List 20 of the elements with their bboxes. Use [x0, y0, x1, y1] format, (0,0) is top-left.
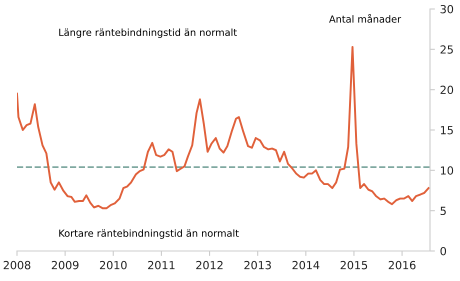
line-series	[17, 46, 430, 210]
y-tick-label: 20	[440, 86, 454, 94]
x-tick-label: 2012	[196, 260, 223, 270]
x-tick-label: 2015	[340, 260, 368, 270]
y-tick-label: 0	[440, 246, 446, 256]
y-tick-label: 10	[440, 166, 454, 175]
y-tick-label: 5	[440, 206, 446, 216]
annotation: Längre räntebindningstid än normalt	[59, 28, 237, 38]
x-tick-label: 2013	[244, 260, 271, 270]
annotation: Kortare räntebindningstid än normalt	[59, 229, 239, 239]
y-tick-label: 30	[440, 4, 454, 14]
x-tick-label: 2014	[292, 260, 320, 270]
x-tick-label: 2016	[388, 260, 416, 270]
x-tick-label: 2009	[52, 260, 78, 270]
x-tick-label: 2008	[4, 260, 30, 270]
x-tick-label: 2011	[148, 260, 175, 270]
y-axis-title: Antal månader	[329, 14, 402, 23]
x-tick-label: 2010	[100, 260, 127, 270]
y-tick-label: 15	[440, 126, 453, 134]
y-tick-label: 25	[440, 45, 453, 54]
